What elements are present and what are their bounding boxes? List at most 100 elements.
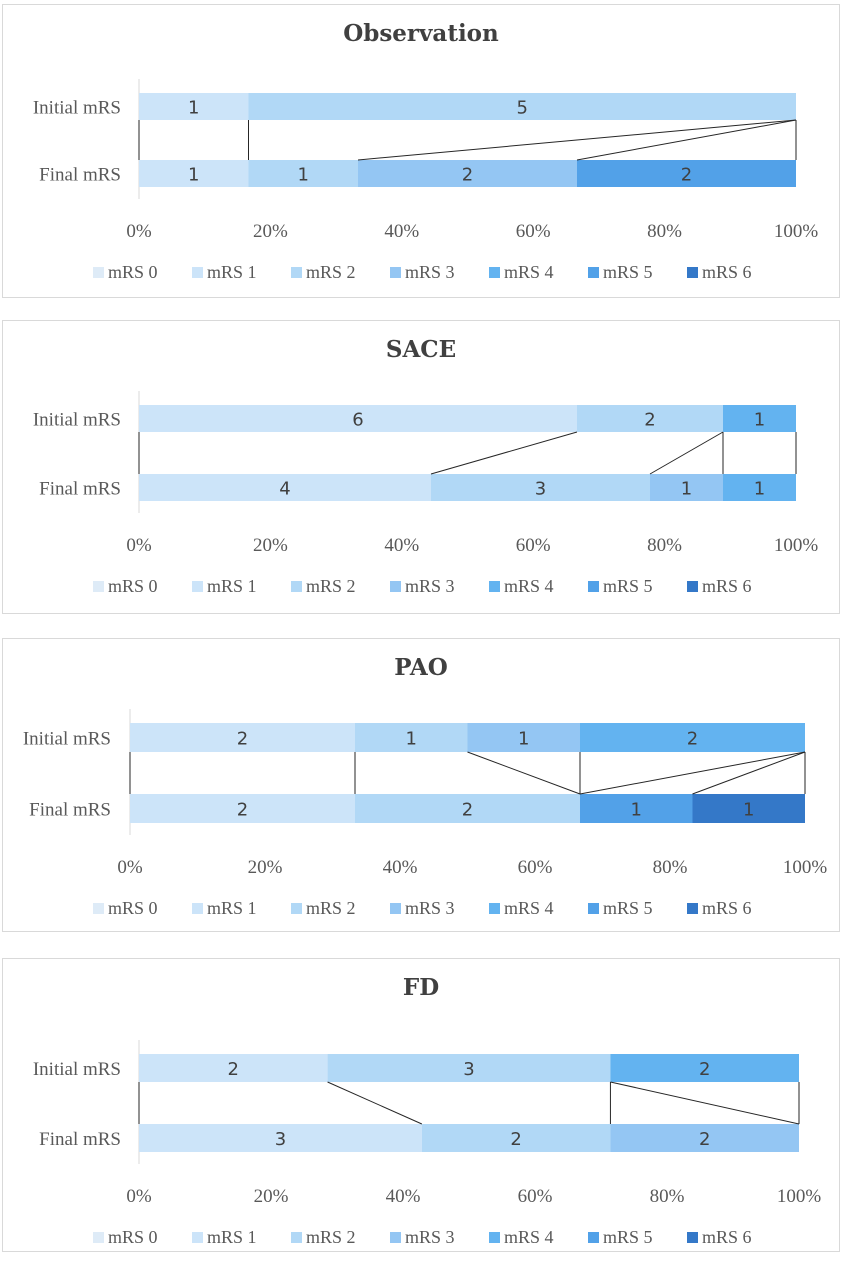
series-line — [357, 119, 797, 161]
legend-label: mRS 2 — [306, 898, 356, 918]
series-line — [649, 431, 724, 475]
bar-segment — [139, 93, 249, 120]
legend-label: mRS 0 — [108, 262, 158, 282]
legend-label: mRS 3 — [405, 1227, 455, 1247]
bar-segment — [723, 405, 796, 432]
tick-label: 40% — [383, 857, 418, 878]
category-label: Initial mRS — [33, 98, 121, 119]
series-line — [327, 1081, 423, 1125]
tick-label: 80% — [647, 221, 682, 242]
legend-swatch — [192, 1232, 203, 1243]
data-label: 2 — [510, 1129, 521, 1150]
tick-label: 20% — [253, 221, 288, 242]
bar-segment — [139, 160, 249, 187]
data-label: 2 — [681, 165, 692, 186]
data-label: 2 — [687, 729, 698, 750]
legend-swatch — [93, 581, 104, 592]
legend-label: mRS 5 — [603, 898, 653, 918]
legend-label: mRS 1 — [207, 898, 257, 918]
data-label: 1 — [518, 729, 529, 750]
tick-label: 60% — [516, 221, 551, 242]
bar-segment — [610, 1124, 799, 1152]
legend-label: mRS 4 — [504, 576, 554, 596]
data-label: 1 — [188, 98, 199, 119]
series-line — [430, 431, 578, 475]
category-label: Initial mRS — [33, 1059, 121, 1080]
tick-label: 20% — [254, 1186, 289, 1207]
bar-segment — [650, 474, 723, 501]
tick-label: 0% — [126, 535, 152, 556]
legend-label: mRS 0 — [108, 1227, 158, 1247]
data-label: 3 — [275, 1129, 286, 1150]
data-label: 2 — [462, 165, 473, 186]
tick-label: 80% — [650, 1186, 685, 1207]
legend-swatch — [489, 903, 500, 914]
legend-label: mRS 3 — [405, 898, 455, 918]
legend-label: mRS 6 — [702, 262, 752, 282]
category-label: Final mRS — [39, 479, 121, 500]
bar-segment — [130, 794, 355, 823]
legend-swatch — [588, 581, 599, 592]
tick-label: 60% — [516, 535, 551, 556]
data-label: 2 — [228, 1059, 239, 1080]
tick-label: 100% — [777, 1186, 822, 1207]
legend-label: mRS 5 — [603, 262, 653, 282]
series-line — [610, 1081, 800, 1125]
legend-swatch — [93, 903, 104, 914]
legend-swatch — [390, 581, 401, 592]
tick-label: 40% — [384, 535, 419, 556]
tick-label: 40% — [384, 221, 419, 242]
data-label: 1 — [754, 410, 765, 431]
legend-swatch — [390, 1232, 401, 1243]
data-label: 3 — [535, 479, 546, 500]
category-label: Final mRS — [29, 800, 111, 821]
series-line — [467, 751, 581, 795]
legend-swatch — [192, 267, 203, 278]
data-label: 1 — [406, 729, 417, 750]
series-line — [579, 751, 806, 795]
tick-label: 80% — [653, 857, 688, 878]
data-label: 5 — [517, 98, 528, 119]
tick-label: 60% — [518, 857, 553, 878]
bar-segment — [139, 1124, 422, 1152]
bar-segment — [327, 1054, 611, 1082]
bar-segment — [467, 723, 580, 752]
legend-label: mRS 2 — [306, 1227, 356, 1247]
legend-label: mRS 1 — [207, 576, 257, 596]
tick-label: 20% — [248, 857, 283, 878]
legend-swatch — [390, 903, 401, 914]
data-label: 2 — [237, 800, 248, 821]
data-label: 3 — [463, 1059, 474, 1080]
legend-label: mRS 4 — [504, 898, 554, 918]
category-label: Initial mRS — [33, 410, 121, 431]
bar-segment — [139, 1054, 328, 1082]
bar-segment — [577, 160, 796, 187]
data-label: 1 — [743, 800, 754, 821]
legend-label: mRS 0 — [108, 898, 158, 918]
legend-swatch — [390, 267, 401, 278]
chart-svg: Observation 1 5 Initial mRS 1 1 2 2 Final mRS 0% 2… — [33, 20, 818, 282]
category-label: Final mRS — [39, 165, 121, 186]
bar-segment — [580, 723, 805, 752]
chart-svg: SACE 6 2 1 Initial mRS 4 3 1 1 Final mRS 0% 20% 40% 6… — [33, 336, 818, 596]
chart-title: PAO — [394, 654, 448, 681]
legend-swatch — [192, 903, 203, 914]
bar-segment — [577, 405, 723, 432]
legend-swatch — [291, 267, 302, 278]
legend-label: mRS 5 — [603, 1227, 653, 1247]
legend-swatch — [588, 267, 599, 278]
bar-segment — [355, 723, 468, 752]
bar-segment — [248, 160, 358, 187]
legend-swatch — [93, 267, 104, 278]
bar-segment — [358, 160, 577, 187]
legend-label: mRS 1 — [207, 1227, 257, 1247]
tick-label: 20% — [253, 535, 288, 556]
tick-label: 60% — [518, 1186, 553, 1207]
chart-svg: PAO 2 1 1 2 Initial mRS 2 2 1 1 Final mRS 0% 20% 40% 6… — [23, 654, 828, 918]
legend-swatch — [687, 581, 698, 592]
data-label: 1 — [681, 479, 692, 500]
tick-label: 100% — [783, 857, 828, 878]
data-label: 1 — [754, 479, 765, 500]
data-label: 2 — [462, 800, 473, 821]
legend-label: mRS 6 — [702, 898, 752, 918]
